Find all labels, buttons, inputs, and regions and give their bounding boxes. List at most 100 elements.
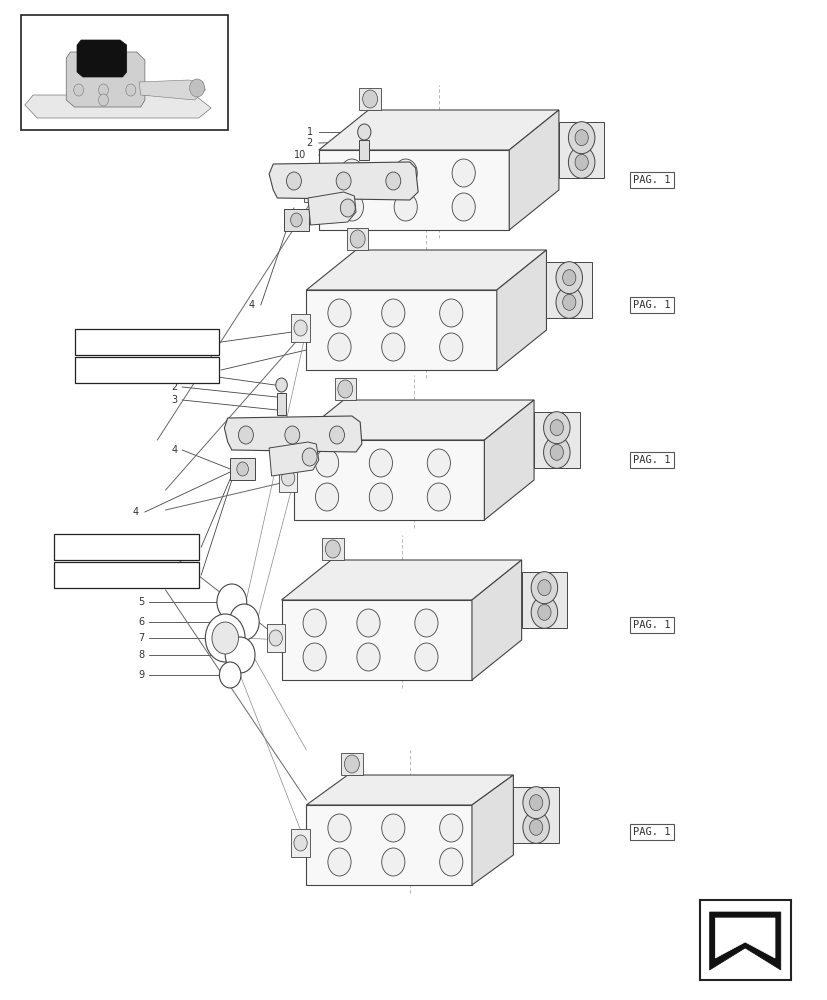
Circle shape (362, 90, 377, 108)
Polygon shape (281, 560, 521, 600)
Text: 1.82.7/11A: 1.82.7/11A (116, 337, 178, 347)
Polygon shape (224, 416, 361, 452)
Text: PAG. 1: PAG. 1 (633, 300, 670, 310)
Text: 2: 2 (306, 138, 313, 148)
Bar (54, 534, 198, 560)
Polygon shape (306, 290, 496, 370)
Circle shape (531, 572, 557, 604)
Circle shape (74, 84, 84, 96)
Circle shape (543, 412, 570, 444)
Circle shape (229, 604, 259, 640)
Circle shape (381, 333, 404, 361)
Circle shape (217, 584, 246, 620)
Bar (341, 753, 362, 775)
Circle shape (369, 449, 392, 477)
Circle shape (381, 299, 404, 327)
Polygon shape (318, 150, 509, 230)
Circle shape (414, 643, 437, 671)
Bar (291, 314, 309, 342)
Text: PAG. 1: PAG. 1 (633, 175, 670, 185)
Bar (277, 393, 285, 415)
Text: 1.82.7/09A: 1.82.7/09A (116, 365, 178, 375)
Circle shape (225, 637, 255, 673)
Circle shape (237, 462, 248, 476)
Circle shape (189, 79, 204, 97)
Circle shape (98, 94, 108, 106)
Circle shape (340, 159, 363, 187)
Circle shape (356, 643, 380, 671)
Text: 1.82.7/06A: 1.82.7/06A (95, 542, 157, 552)
Circle shape (538, 604, 551, 620)
Text: 2: 2 (170, 382, 177, 392)
Polygon shape (294, 440, 484, 520)
Circle shape (357, 124, 370, 140)
Circle shape (381, 814, 404, 842)
Text: 9: 9 (139, 670, 145, 680)
Circle shape (340, 199, 355, 217)
Circle shape (523, 787, 549, 819)
Text: PAG. 1: PAG. 1 (633, 620, 670, 630)
Polygon shape (77, 40, 127, 77)
Bar (521, 572, 566, 628)
Polygon shape (318, 110, 558, 150)
Bar (558, 122, 604, 178)
Text: 4: 4 (171, 445, 177, 455)
Text: PAG. 1: PAG. 1 (633, 827, 670, 837)
Circle shape (275, 378, 287, 392)
Circle shape (286, 172, 301, 190)
Text: 3: 3 (171, 395, 177, 405)
Polygon shape (709, 912, 780, 970)
Circle shape (269, 630, 282, 646)
Circle shape (356, 609, 380, 637)
Polygon shape (294, 400, 533, 440)
Circle shape (529, 795, 543, 811)
Bar (359, 140, 369, 160)
Circle shape (394, 193, 417, 221)
Circle shape (350, 230, 365, 248)
Polygon shape (471, 560, 521, 680)
Circle shape (302, 448, 317, 466)
Text: 10: 10 (294, 150, 306, 160)
Circle shape (205, 614, 245, 662)
Circle shape (327, 814, 351, 842)
Polygon shape (25, 95, 211, 118)
Bar (230, 458, 255, 480)
Text: 8: 8 (139, 650, 145, 660)
Circle shape (344, 755, 359, 773)
Circle shape (562, 270, 576, 286)
Polygon shape (306, 805, 471, 885)
Circle shape (212, 622, 238, 654)
Bar (347, 228, 368, 250)
Polygon shape (484, 400, 533, 520)
Text: 1: 1 (307, 127, 313, 137)
Circle shape (315, 449, 338, 477)
Circle shape (98, 84, 108, 96)
Bar (334, 378, 356, 400)
Circle shape (555, 262, 582, 294)
Circle shape (294, 835, 307, 851)
Circle shape (337, 380, 352, 398)
Text: 5: 5 (138, 597, 145, 607)
Circle shape (329, 426, 344, 444)
Text: 7: 7 (138, 633, 145, 643)
Circle shape (219, 662, 241, 688)
Circle shape (439, 333, 462, 361)
Bar (279, 464, 297, 492)
Circle shape (439, 299, 462, 327)
Circle shape (531, 596, 557, 628)
Circle shape (385, 172, 400, 190)
Circle shape (567, 146, 595, 178)
Circle shape (439, 848, 462, 876)
Polygon shape (281, 600, 471, 680)
Circle shape (294, 320, 307, 336)
Circle shape (427, 483, 450, 511)
Text: 4: 4 (133, 507, 139, 517)
Circle shape (574, 130, 587, 146)
Circle shape (284, 426, 299, 444)
Bar (533, 412, 579, 468)
Circle shape (327, 299, 351, 327)
Bar (21, 15, 227, 130)
Circle shape (562, 294, 576, 310)
Circle shape (574, 154, 587, 170)
Text: 1.82.7/A: 1.82.7/A (101, 570, 151, 580)
